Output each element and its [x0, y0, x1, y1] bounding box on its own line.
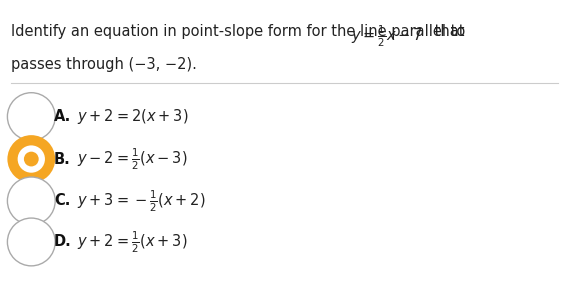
- Ellipse shape: [18, 145, 45, 173]
- Text: A.: A.: [54, 109, 71, 124]
- Text: D.: D.: [54, 234, 72, 250]
- Text: $y+2=\frac{1}{2}(x+3)$: $y+2=\frac{1}{2}(x+3)$: [77, 229, 187, 255]
- Ellipse shape: [7, 177, 55, 225]
- Text: Identify an equation in point-slope form for the line parallel to: Identify an equation in point-slope form…: [11, 24, 470, 39]
- Ellipse shape: [24, 152, 39, 166]
- Ellipse shape: [7, 93, 55, 140]
- Ellipse shape: [7, 218, 55, 266]
- Text: passes through (−3, −2).: passes through (−3, −2).: [11, 57, 197, 72]
- Text: that: that: [430, 24, 464, 39]
- Text: $y-2=\frac{1}{2}(x-3)$: $y-2=\frac{1}{2}(x-3)$: [77, 146, 187, 172]
- Text: $y+2=2(x+3)$: $y+2=2(x+3)$: [77, 107, 188, 126]
- Text: $y+3=-\frac{1}{2}(x+2)$: $y+3=-\frac{1}{2}(x+2)$: [77, 188, 205, 214]
- Text: $y=\frac{1}{2}x-7$: $y=\frac{1}{2}x-7$: [351, 24, 423, 50]
- Text: B.: B.: [54, 151, 71, 167]
- Text: C.: C.: [54, 193, 71, 209]
- Ellipse shape: [7, 135, 55, 183]
